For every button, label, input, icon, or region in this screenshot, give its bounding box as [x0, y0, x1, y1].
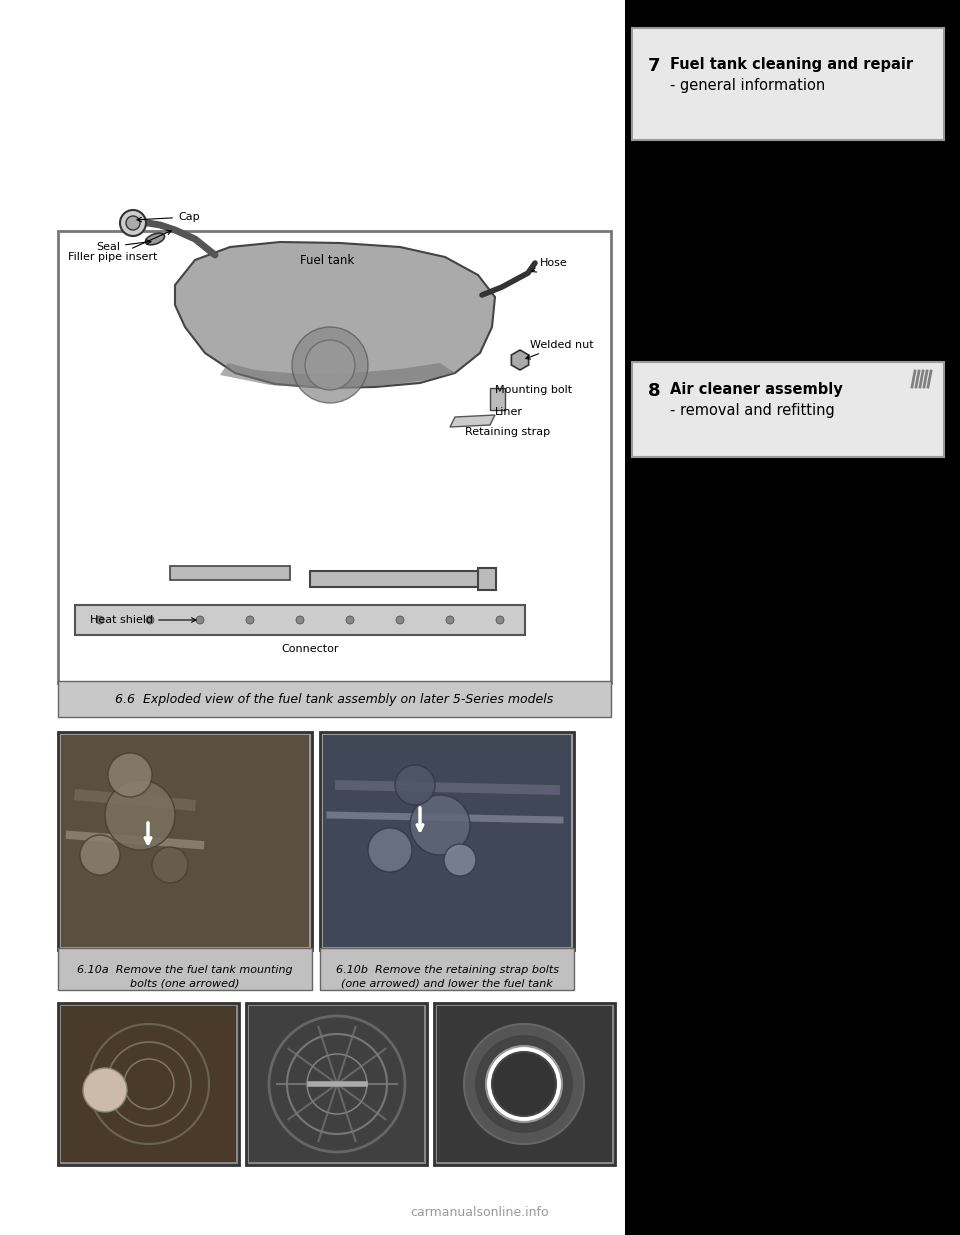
- Text: Seal: Seal: [96, 240, 151, 252]
- Text: Filler pipe insert: Filler pipe insert: [68, 231, 171, 262]
- Circle shape: [368, 827, 412, 872]
- Circle shape: [96, 616, 104, 624]
- Circle shape: [152, 847, 188, 883]
- Bar: [58, 680, 611, 718]
- Circle shape: [346, 616, 354, 624]
- Circle shape: [396, 616, 404, 624]
- Polygon shape: [512, 350, 529, 370]
- Circle shape: [395, 764, 435, 805]
- Text: - general information: - general information: [670, 78, 826, 93]
- Circle shape: [446, 616, 454, 624]
- Bar: [58, 231, 611, 683]
- Ellipse shape: [146, 233, 164, 245]
- Text: Hose: Hose: [532, 258, 567, 272]
- Bar: [490, 388, 505, 410]
- Circle shape: [410, 795, 470, 855]
- Text: Air cleaner assembly: Air cleaner assembly: [670, 382, 843, 396]
- Text: 8: 8: [648, 382, 660, 400]
- Text: Cap: Cap: [137, 212, 200, 222]
- Circle shape: [444, 844, 476, 876]
- Text: Liner: Liner: [495, 408, 523, 417]
- Bar: [434, 1003, 615, 1165]
- Bar: [320, 948, 574, 990]
- Bar: [0, 0, 625, 1235]
- Circle shape: [126, 216, 140, 230]
- Text: Fuel tank: Fuel tank: [300, 253, 354, 267]
- Bar: [58, 948, 312, 990]
- Circle shape: [80, 835, 120, 876]
- Circle shape: [292, 327, 368, 403]
- Circle shape: [486, 1046, 562, 1123]
- Circle shape: [196, 616, 204, 624]
- Bar: [58, 1003, 239, 1165]
- Circle shape: [246, 616, 254, 624]
- Circle shape: [305, 340, 355, 390]
- Bar: [478, 568, 496, 590]
- Bar: [249, 1007, 424, 1162]
- Text: Retaining strap: Retaining strap: [465, 427, 550, 437]
- Bar: [246, 1003, 427, 1165]
- Text: 6.10b  Remove the retaining strap bolts: 6.10b Remove the retaining strap bolts: [335, 965, 559, 974]
- Bar: [323, 735, 571, 947]
- Circle shape: [83, 1068, 127, 1112]
- Circle shape: [474, 1034, 574, 1134]
- Bar: [632, 362, 944, 457]
- Bar: [58, 732, 312, 950]
- Bar: [61, 1007, 236, 1162]
- Text: - removal and refitting: - removal and refitting: [670, 403, 835, 417]
- Bar: [437, 1007, 612, 1162]
- Text: Welded nut: Welded nut: [526, 340, 593, 359]
- Circle shape: [296, 616, 304, 624]
- Text: bolts (one arrowed): bolts (one arrowed): [131, 979, 240, 989]
- Circle shape: [108, 753, 152, 797]
- Circle shape: [120, 210, 146, 236]
- Text: carmanualsonline.info: carmanualsonline.info: [411, 1207, 549, 1219]
- Circle shape: [496, 616, 504, 624]
- Polygon shape: [450, 415, 495, 427]
- Text: Connector: Connector: [281, 643, 339, 655]
- Circle shape: [146, 616, 154, 624]
- Bar: [310, 571, 480, 587]
- Text: Mounting bolt: Mounting bolt: [495, 385, 572, 395]
- Text: !: !: [690, 509, 709, 551]
- Text: 6.6  Exploded view of the fuel tank assembly on later 5-Series models: 6.6 Exploded view of the fuel tank assem…: [115, 693, 553, 705]
- Bar: [61, 735, 309, 947]
- Text: Heat shield: Heat shield: [90, 615, 196, 625]
- Circle shape: [464, 1024, 584, 1144]
- Bar: [320, 732, 574, 950]
- Bar: [75, 605, 525, 635]
- Bar: [632, 28, 944, 140]
- Bar: [170, 566, 290, 580]
- Text: (one arrowed) and lower the fuel tank: (one arrowed) and lower the fuel tank: [341, 979, 553, 989]
- Text: Fuel tank cleaning and repair: Fuel tank cleaning and repair: [670, 57, 913, 72]
- Text: 6.10a  Remove the fuel tank mounting: 6.10a Remove the fuel tank mounting: [77, 965, 293, 974]
- Polygon shape: [220, 363, 455, 388]
- Circle shape: [105, 781, 175, 850]
- Bar: [625, 0, 960, 1235]
- Text: 7: 7: [648, 57, 660, 75]
- Polygon shape: [175, 242, 495, 388]
- Circle shape: [492, 1052, 556, 1116]
